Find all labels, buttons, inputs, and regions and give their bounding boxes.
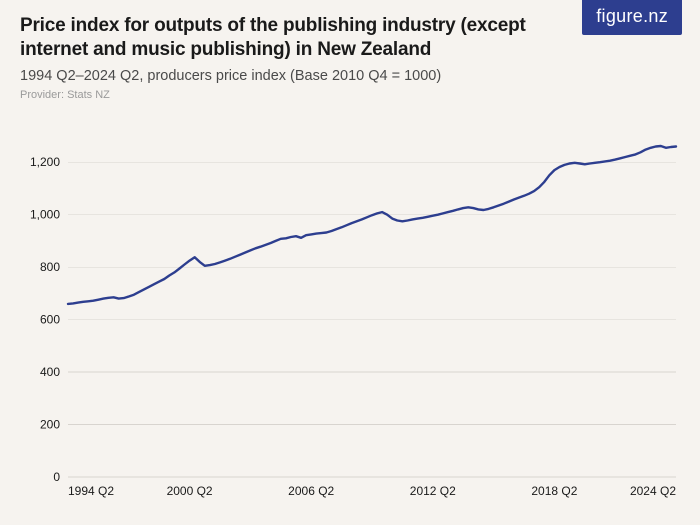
data-series-line <box>68 146 676 304</box>
y-tick-label: 800 <box>40 260 60 274</box>
y-tick-label: 400 <box>40 365 60 379</box>
y-tick-label: 200 <box>40 418 60 432</box>
x-tick-label: 2000 Q2 <box>167 484 213 498</box>
y-tick-label: 0 <box>53 470 60 484</box>
gridlines <box>68 162 676 477</box>
line-chart: 0 200 400 600 800 1,000 1,200 1994 Q2 2000 Q2 200… <box>20 130 682 505</box>
y-tick-label: 600 <box>40 313 60 327</box>
y-tick-label: 1,000 <box>30 208 60 222</box>
x-tick-label: 2024 Q2 <box>630 484 676 498</box>
y-axis: 0 200 400 600 800 1,000 1,200 <box>30 155 60 484</box>
y-tick-label: 1,200 <box>30 155 60 169</box>
brand-logo: figure.nz <box>582 0 682 35</box>
chart-provider: Provider: Stats NZ <box>20 89 580 101</box>
logo-suffix: .nz <box>643 6 668 26</box>
x-tick-label: 2018 Q2 <box>531 484 577 498</box>
chart-title: Price index for outputs of the publishin… <box>20 14 580 62</box>
x-tick-label: 1994 Q2 <box>68 484 114 498</box>
x-tick-label: 2012 Q2 <box>410 484 456 498</box>
x-axis: 1994 Q2 2000 Q2 2006 Q2 2012 Q2 2018 Q2 2024 … <box>68 484 676 498</box>
chart-subtitle: 1994 Q2–2024 Q2, producers price index (… <box>20 68 580 84</box>
chart-area: 0 200 400 600 800 1,000 1,200 1994 Q2 2000 Q2 200… <box>20 130 682 505</box>
x-tick-label: 2006 Q2 <box>288 484 334 498</box>
logo-main: figure <box>596 6 643 26</box>
